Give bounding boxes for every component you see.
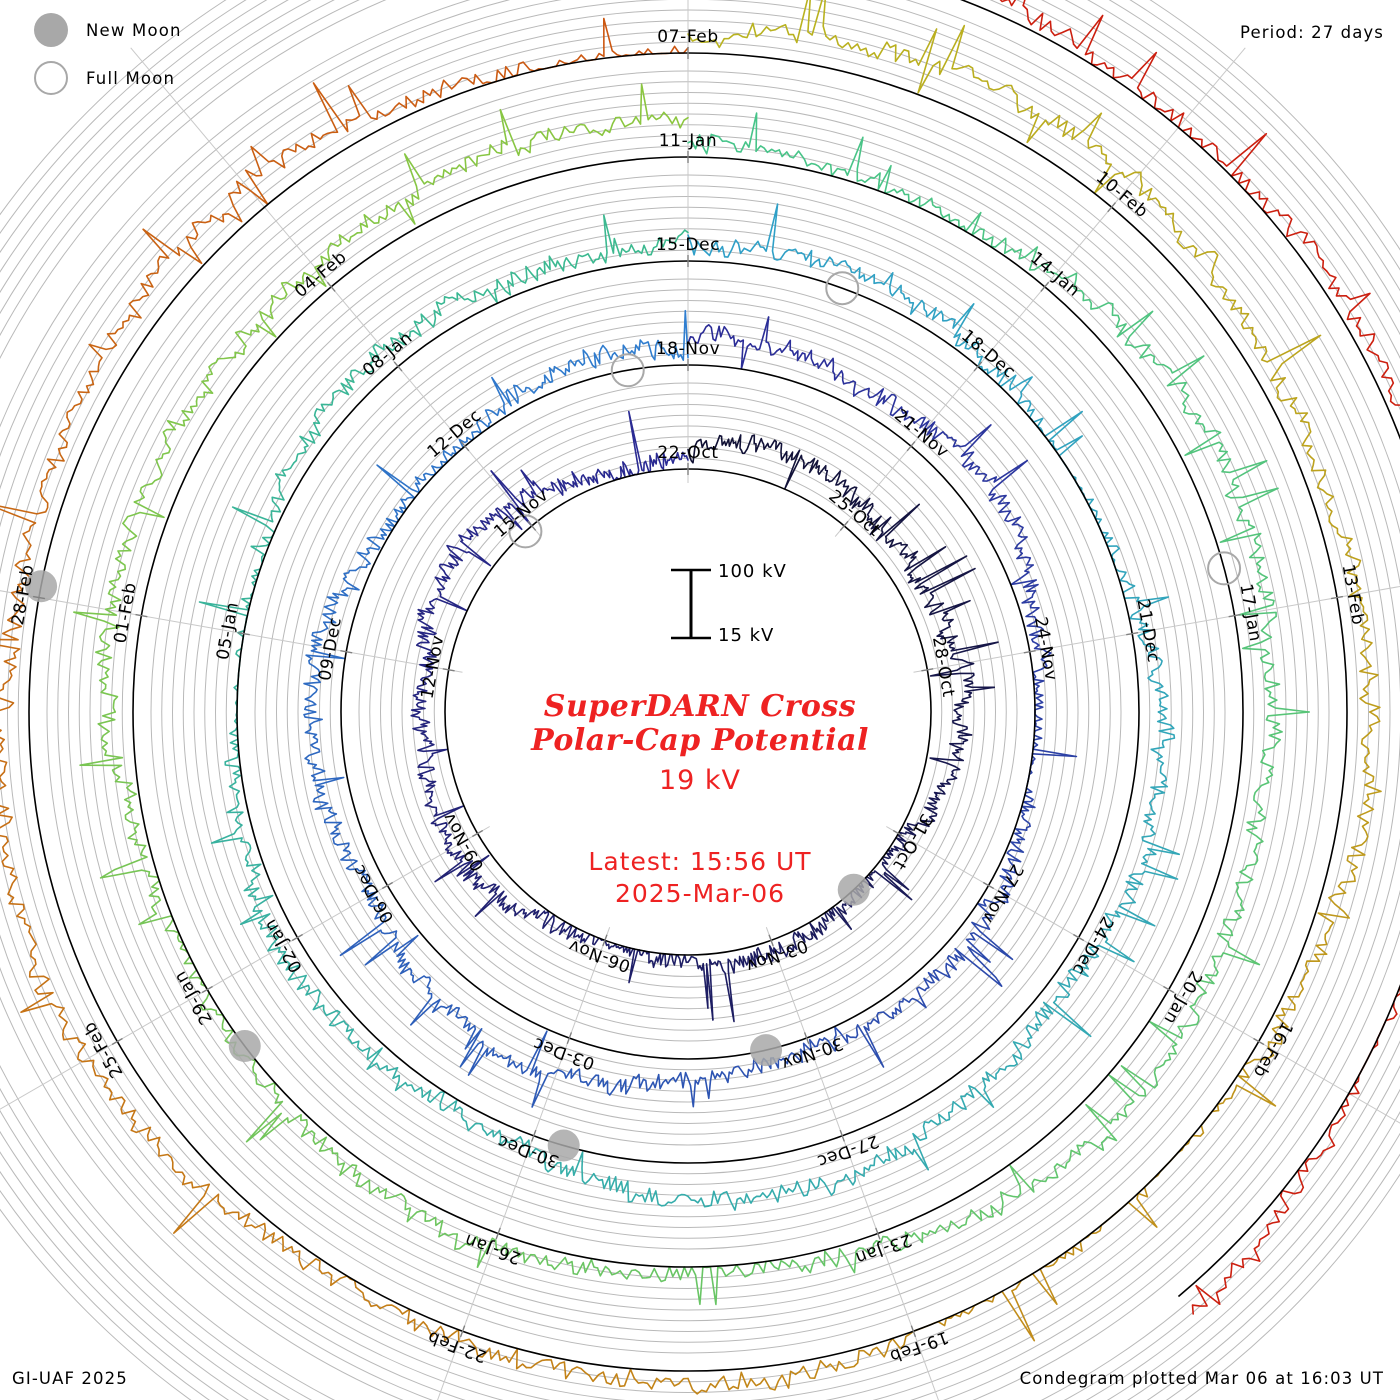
moon-phase-legend: New Moon Full Moon bbox=[18, 6, 182, 102]
date-tick-label: 18-Nov bbox=[656, 339, 721, 359]
date-tick-label: 29-Jan bbox=[170, 967, 217, 1028]
legend-label-full-moon: Full Moon bbox=[86, 68, 176, 88]
legend-item-full-moon: Full Moon bbox=[18, 54, 182, 102]
date-tick-label: 25-Feb bbox=[79, 1018, 127, 1081]
chart-title-line2: Polar-Cap Potential bbox=[531, 723, 869, 758]
open-circle-icon bbox=[34, 61, 68, 95]
date-tick-label: 19-Feb bbox=[887, 1326, 952, 1366]
date-tick-label: 04-Feb bbox=[291, 247, 351, 302]
date-tick-label: 26-Jan bbox=[462, 1229, 524, 1268]
date-tick-label: 23-Jan bbox=[852, 1229, 914, 1268]
moon-markers bbox=[25, 271, 1242, 1162]
date-tick-label: 21-Nov bbox=[890, 406, 952, 463]
credit-left: GI-UAF 2025 bbox=[12, 1369, 128, 1388]
date-tick-label: 16-Feb bbox=[1249, 1018, 1297, 1081]
date-tick-label: 21-Dec bbox=[1132, 598, 1163, 665]
date-tick-label: 03-Nov bbox=[743, 935, 810, 976]
date-tick-label: 11-Jan bbox=[659, 131, 718, 151]
latest-time: Latest: 15:56 UT bbox=[588, 847, 812, 876]
legend-label-new-moon: New Moon bbox=[86, 20, 182, 40]
scale-bar bbox=[671, 568, 711, 640]
date-tick-label: 07-Feb bbox=[657, 27, 718, 47]
date-tick-label: 09-Dec bbox=[315, 616, 346, 683]
latest-date: 2025-Mar-06 bbox=[614, 879, 786, 908]
filled-circle-icon bbox=[34, 13, 68, 47]
date-tick-label: 30-Nov bbox=[778, 1033, 845, 1074]
current-value: 19 kV bbox=[658, 765, 742, 796]
scale-bottom-label: 15 kV bbox=[718, 625, 775, 646]
date-tick-label: 22-Oct bbox=[657, 443, 718, 463]
latest-block: Latest: 15:56 UT 2025-Mar-06 bbox=[0, 846, 1400, 910]
chart-title-line1: SuperDARN Cross bbox=[543, 689, 857, 724]
legend-item-new-moon: New Moon bbox=[18, 6, 182, 54]
date-tick-label: 01-Feb bbox=[110, 581, 140, 645]
period-label: Period: 27 days bbox=[1240, 23, 1384, 42]
center-annotation: SuperDARN Cross Polar-Cap Potential 19 k… bbox=[0, 690, 1400, 910]
scale-top-label: 100 kV bbox=[718, 561, 787, 582]
credit-right: Condegram plotted Mar 06 at 16:03 UT bbox=[1019, 1369, 1384, 1388]
date-tick-label: 15-Dec bbox=[656, 235, 720, 255]
date-tick-label: 05-Jan bbox=[213, 600, 243, 661]
date-tick-label: 03-Dec bbox=[530, 1033, 597, 1074]
date-tick-label: 13-Feb bbox=[1338, 563, 1368, 627]
date-tick-label: 02-Jan bbox=[260, 915, 307, 976]
date-tick-label: 06-Nov bbox=[566, 935, 633, 976]
date-tick-label: 10-Feb bbox=[1092, 168, 1152, 223]
date-tick-label: 22-Feb bbox=[425, 1326, 490, 1366]
